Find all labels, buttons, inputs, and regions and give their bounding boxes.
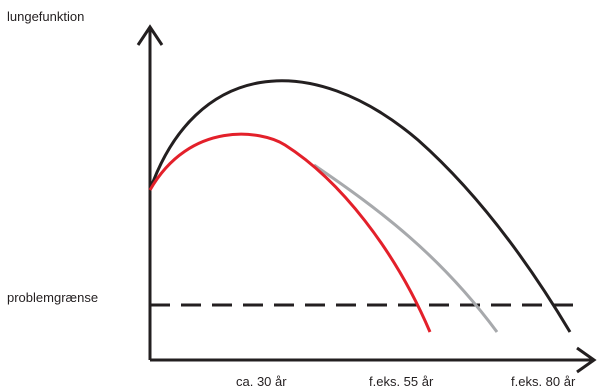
x-label-age-80: f.eks. 80 år <box>511 374 576 389</box>
y-axis-arrowhead <box>136 24 164 46</box>
y-axis-label: lungefunktion <box>7 9 84 24</box>
x-axis-arrowhead <box>576 346 597 374</box>
x-label-age-55: f.eks. 55 år <box>369 374 434 389</box>
slowed-decline-curve <box>313 163 499 333</box>
threshold-label: problemgrænse <box>7 290 98 305</box>
decline-curve <box>148 132 432 333</box>
normal-curve <box>148 79 572 333</box>
x-label-age-30: ca. 30 år <box>236 374 287 389</box>
